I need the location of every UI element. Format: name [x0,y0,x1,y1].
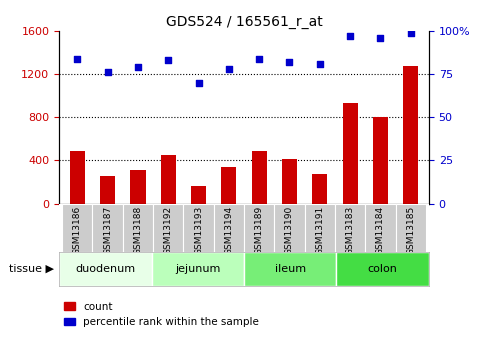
Text: colon: colon [368,264,398,274]
Point [255,56,263,61]
Point [225,66,233,72]
Point [407,30,415,36]
Point [285,59,293,65]
Bar [93,204,123,252]
Text: GSM13189: GSM13189 [255,206,264,255]
Bar [343,103,358,204]
Bar [62,204,93,252]
Point [377,35,385,41]
Text: GSM13186: GSM13186 [73,206,82,255]
Text: GSM13183: GSM13183 [346,206,354,255]
Point [316,61,324,67]
Bar [365,204,395,252]
Bar [373,117,388,204]
Bar [336,252,429,286]
Text: GSM13190: GSM13190 [285,206,294,255]
Bar [59,252,152,286]
Text: GSM13188: GSM13188 [134,206,142,255]
Bar [130,170,145,204]
Bar [282,159,297,204]
Bar [214,204,244,252]
Bar [161,155,176,204]
Bar [335,204,365,252]
Bar [123,204,153,252]
Point [195,80,203,86]
Bar [244,204,274,252]
Bar [312,174,327,204]
Point [164,58,172,63]
Text: GSM13184: GSM13184 [376,206,385,255]
Bar [251,151,267,204]
Text: GSM13193: GSM13193 [194,206,203,255]
Bar [152,252,244,286]
Bar [403,66,418,204]
Point [104,70,111,75]
Text: jejunum: jejunum [175,264,220,274]
Point [73,56,81,61]
Text: GSM13187: GSM13187 [103,206,112,255]
Bar [221,167,237,204]
Bar [70,151,85,204]
Bar [274,204,305,252]
Point [134,65,142,70]
Text: duodenum: duodenum [75,264,136,274]
Text: GSM13194: GSM13194 [224,206,233,255]
Bar [244,252,336,286]
Bar [395,204,426,252]
Text: tissue ▶: tissue ▶ [8,264,54,274]
Point [346,33,354,39]
Bar [100,176,115,204]
Bar [153,204,183,252]
Text: ileum: ileum [275,264,306,274]
Legend: count, percentile rank within the sample: count, percentile rank within the sample [65,302,259,327]
Text: GSM13185: GSM13185 [406,206,415,255]
Text: GSM13192: GSM13192 [164,206,173,255]
Title: GDS524 / 165561_r_at: GDS524 / 165561_r_at [166,14,322,29]
Bar [183,204,214,252]
Bar [305,204,335,252]
Text: GSM13191: GSM13191 [316,206,324,255]
Bar [191,186,206,204]
